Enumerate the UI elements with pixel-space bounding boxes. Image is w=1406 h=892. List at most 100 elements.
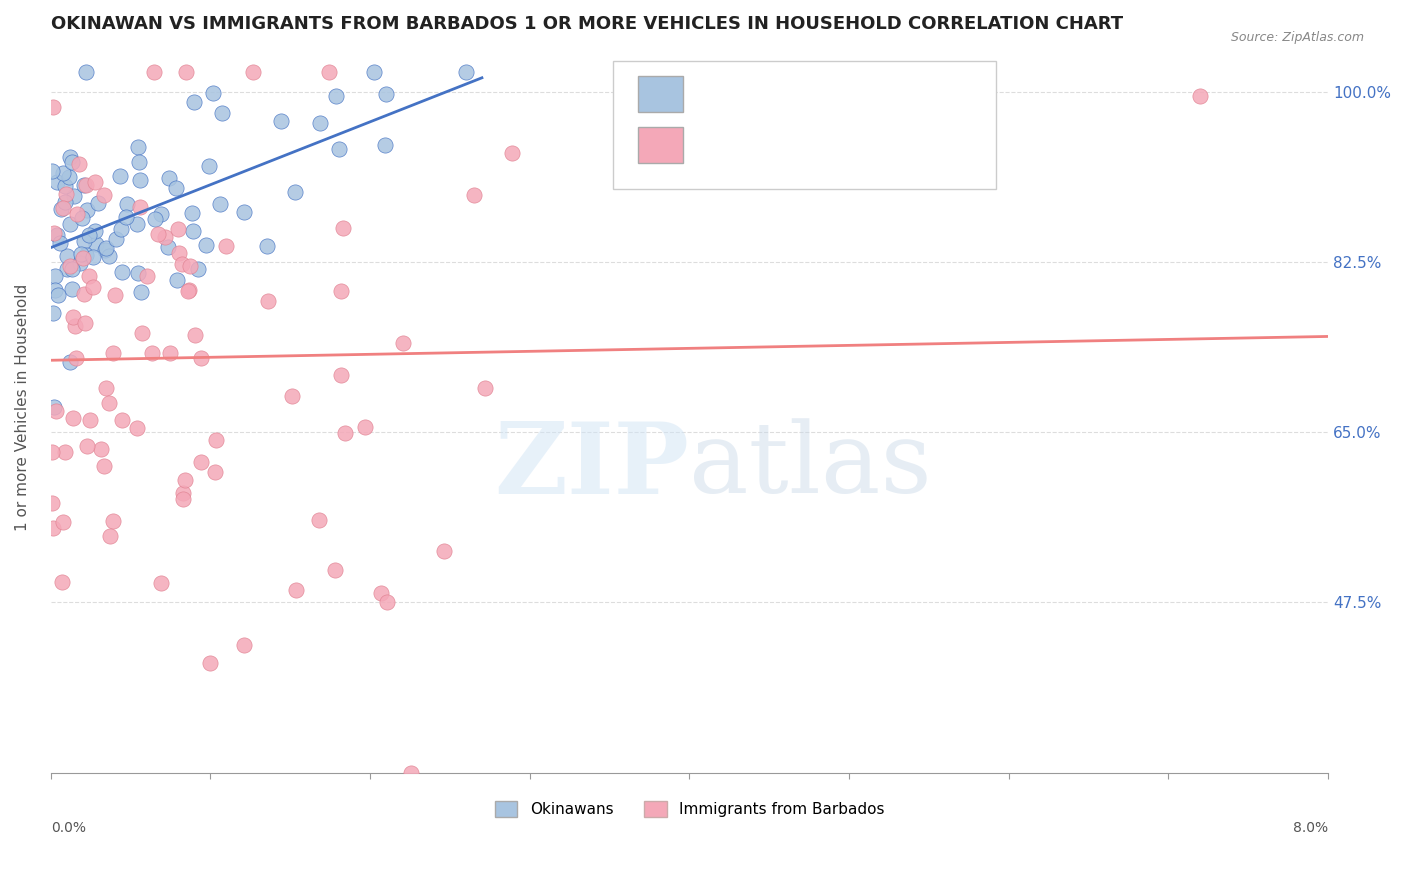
Point: [83, 224, 105, 238]
Point: [211, 106, 233, 120]
Point: [104, 288, 127, 302]
Point: [59, 150, 82, 164]
Point: [1189, 89, 1212, 103]
Point: [463, 188, 485, 202]
Point: [42, 226, 65, 240]
Point: [73, 178, 96, 192]
Point: [65, 319, 87, 334]
Point: [111, 265, 134, 279]
Text: ZIP: ZIP: [495, 417, 689, 515]
Point: [195, 237, 218, 252]
Point: [141, 346, 163, 360]
Point: [257, 293, 280, 308]
Point: [72, 286, 94, 301]
Point: [52, 201, 75, 215]
Point: [98, 529, 121, 543]
Point: [159, 346, 181, 360]
Point: [215, 239, 238, 253]
Point: [146, 227, 169, 242]
Point: [172, 492, 194, 507]
Point: [67, 157, 90, 171]
Point: [98, 395, 121, 409]
Point: [454, 65, 477, 79]
Point: [60, 261, 83, 276]
Point: [44, 283, 66, 297]
Point: [115, 197, 138, 211]
Point: [198, 159, 221, 173]
Point: [48, 236, 70, 251]
Point: [55, 194, 77, 209]
Point: [65, 351, 87, 365]
Point: [108, 169, 131, 184]
Point: [392, 336, 415, 351]
Point: [125, 217, 148, 231]
Point: [111, 413, 134, 427]
Point: [59, 217, 82, 231]
Text: 8.0%: 8.0%: [1294, 822, 1329, 835]
Point: [131, 326, 153, 340]
Point: [167, 222, 190, 236]
Point: [166, 273, 188, 287]
Point: [75, 247, 97, 261]
Point: [77, 227, 100, 242]
Point: [96, 241, 118, 255]
FancyBboxPatch shape: [638, 127, 683, 163]
Point: [75, 178, 97, 192]
Point: [179, 259, 201, 273]
Point: [177, 283, 200, 297]
Point: [201, 86, 224, 100]
Point: [129, 173, 152, 187]
Point: [73, 234, 96, 248]
Point: [190, 455, 212, 469]
Point: [399, 765, 422, 780]
Point: [79, 413, 101, 427]
Point: [173, 473, 195, 487]
Point: [374, 137, 396, 152]
Point: [208, 197, 231, 211]
Point: [308, 513, 330, 527]
Point: [308, 116, 330, 130]
FancyBboxPatch shape: [638, 76, 683, 112]
Point: [165, 181, 187, 195]
Point: [375, 87, 398, 101]
Point: [93, 188, 115, 202]
Point: [105, 231, 128, 245]
Legend: Okinawans, Immigrants from Barbados: Okinawans, Immigrants from Barbados: [488, 795, 890, 823]
Point: [84, 175, 107, 189]
Point: [270, 114, 292, 128]
Text: atlas: atlas: [689, 418, 932, 514]
Point: [75, 316, 97, 330]
Point: [177, 284, 200, 298]
Point: [41, 163, 63, 178]
Point: [58, 170, 80, 185]
Point: [46, 288, 69, 302]
FancyBboxPatch shape: [613, 62, 995, 189]
Point: [41, 496, 63, 510]
Point: [318, 65, 340, 79]
Point: [103, 514, 125, 528]
Point: [49, 202, 72, 217]
Point: [69, 255, 91, 269]
Point: [87, 195, 110, 210]
Point: [127, 267, 149, 281]
Point: [172, 486, 194, 500]
Point: [77, 268, 100, 283]
Point: [150, 207, 173, 221]
Point: [184, 327, 207, 342]
Point: [60, 282, 83, 296]
Point: [114, 211, 136, 225]
Point: [323, 563, 346, 577]
Point: [98, 249, 121, 263]
Point: [284, 185, 307, 199]
Point: [75, 65, 97, 79]
Point: [335, 426, 357, 441]
Point: [474, 381, 496, 395]
Text: R = -0.038   N = 86: R = -0.038 N = 86: [696, 132, 886, 151]
Point: [167, 245, 190, 260]
Point: [82, 251, 104, 265]
Point: [232, 204, 254, 219]
Text: 0.0%: 0.0%: [51, 822, 86, 835]
Point: [44, 269, 66, 284]
Point: [157, 171, 180, 186]
Point: [170, 257, 193, 271]
